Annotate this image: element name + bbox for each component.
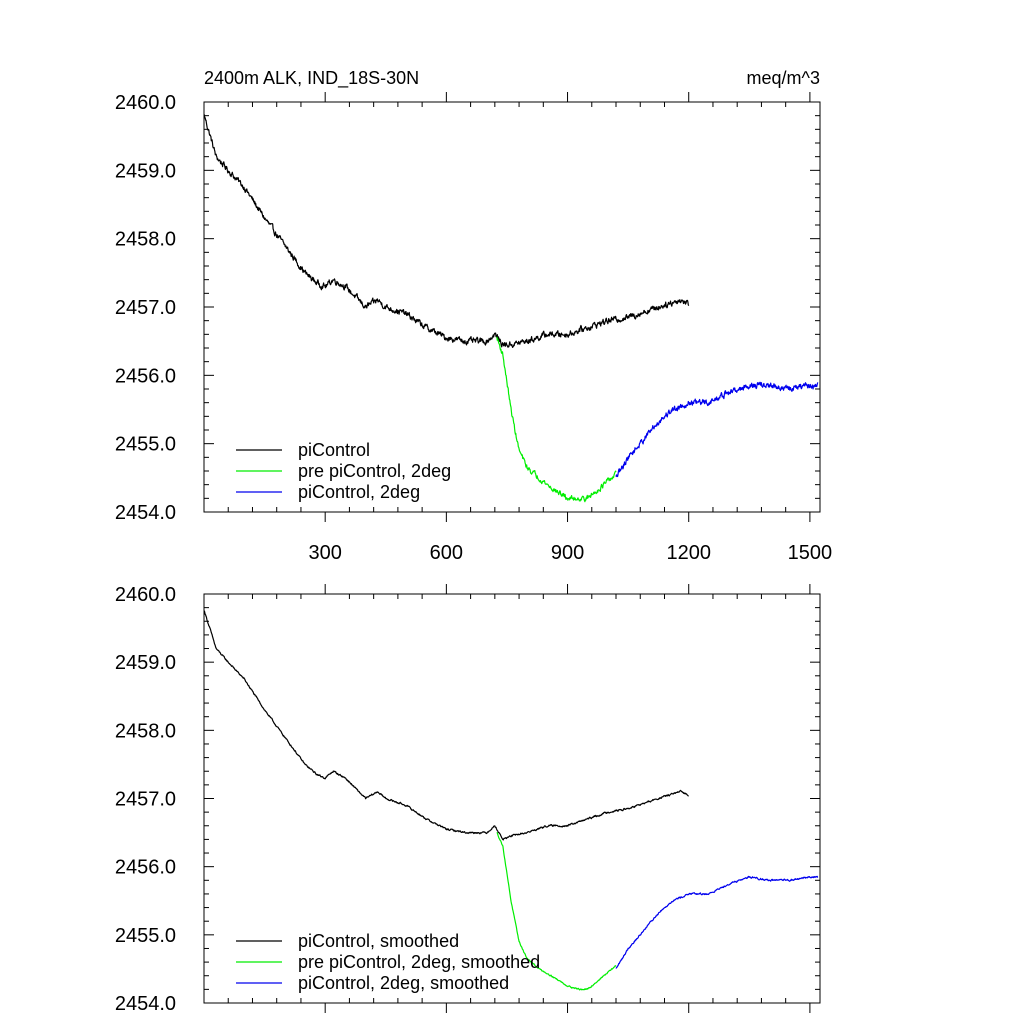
series-line-pre: [496, 832, 617, 991]
plot-frame: [203, 101, 821, 513]
legend-label: pre piControl, 2deg, smoothed: [298, 952, 540, 972]
chart-units-label: meq/m^3: [747, 68, 820, 88]
y-tick-label: 2459.0: [115, 652, 176, 674]
y-tick-label: 2459.0: [115, 160, 176, 182]
series-line-piControl: [203, 114, 690, 348]
series-line-twodeg: [615, 875, 819, 969]
legend-label: piControl: [298, 440, 370, 460]
y-tick-label: 2458.0: [115, 720, 176, 742]
series-line-twodeg: [615, 381, 819, 478]
y-tick-label: 2456.0: [115, 857, 176, 879]
y-tick-label: 2457.0: [115, 789, 176, 811]
x-tick-label: 1500: [788, 542, 833, 564]
x-tick-label: 300: [308, 542, 341, 564]
series-line-piControl: [203, 610, 689, 841]
legend-label: piControl, 2deg, smoothed: [298, 973, 509, 993]
y-tick-label: 2460.0: [115, 584, 176, 606]
x-tick-label: 900: [551, 542, 584, 564]
y-tick-label: 2456.0: [115, 365, 176, 387]
y-tick-label: 2455.0: [115, 925, 176, 947]
bottom-panel: 2454.0 2455.0 2456.0 2457.0 2458.0 2459.0 2460…: [115, 584, 821, 1015]
y-tick-label: 2455.0: [115, 434, 176, 456]
top-panel: 2454.0 2455.0 2456.0 2457.0 2458.0 2459.0 2460…: [115, 92, 832, 564]
plot-frame: [203, 593, 821, 1004]
legend-label: piControl, smoothed: [298, 931, 459, 951]
y-tick-label: 2460.0: [115, 92, 176, 114]
series-line-pre: [496, 336, 617, 503]
y-tick-label: 2458.0: [115, 229, 176, 251]
legend-label: piControl, 2deg: [298, 482, 420, 502]
y-tick-label: 2454.0: [115, 993, 176, 1015]
legend-label: pre piControl, 2deg: [298, 461, 451, 481]
y-tick-label: 2457.0: [115, 297, 176, 319]
x-tick-label: 1200: [666, 542, 711, 564]
x-tick-label: 600: [430, 542, 463, 564]
chart-title-left: 2400m ALK, IND_18S-30N: [204, 68, 419, 89]
y-tick-label: 2454.0: [115, 502, 176, 524]
